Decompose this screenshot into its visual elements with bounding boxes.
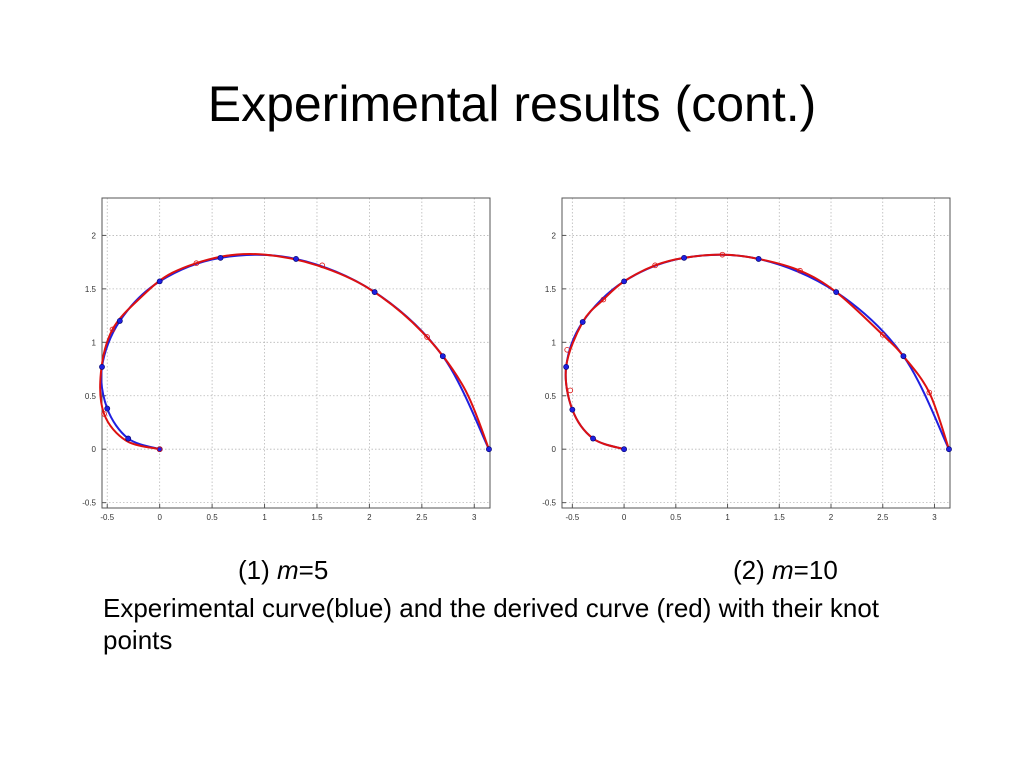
derived-knot [879, 332, 886, 338]
experimental-knot [579, 319, 586, 325]
y-tick-label: 0 [552, 445, 557, 454]
experimental-knot [116, 318, 123, 324]
y-tick-label: 2 [552, 231, 557, 240]
slide-title: Experimental results (cont.) [207, 76, 817, 132]
experimental-knot [371, 289, 378, 295]
derived-knot [652, 262, 658, 269]
experimental-knot [681, 254, 687, 261]
caption-prefix: (2) [733, 555, 772, 585]
axes-box [101, 197, 491, 509]
y-tick-label: 1.5 [545, 285, 557, 294]
derived-knot [424, 334, 430, 340]
experimental-knot [439, 353, 446, 360]
x-tick-label: 2 [367, 513, 372, 522]
caption-prefix: (1) [238, 555, 277, 585]
experimental-knot [590, 435, 596, 442]
y-tick-label: 1 [552, 338, 557, 347]
x-tick-label: 1.5 [774, 513, 786, 522]
x-tick-label: -0.5 [100, 513, 114, 522]
plot-svg: -0.5 0 0.5 1 1.5 2 2.5 3 -0.5 0 0.5 1 1.5 2 [82, 197, 492, 522]
derived-knot [600, 296, 607, 303]
experimental-knot [900, 353, 907, 360]
caption-variable: m [277, 555, 299, 585]
derived-knot [319, 262, 326, 269]
derived-knot [797, 267, 803, 274]
derived-knot [719, 251, 726, 258]
experimental-knot [156, 278, 163, 285]
x-tick-label: 1 [725, 513, 730, 522]
x-tick-label: 2.5 [877, 513, 889, 522]
derived-knot [926, 389, 933, 396]
y-tick-label: 0 [92, 445, 97, 454]
x-tick-label: 3 [472, 513, 477, 522]
axes-box [561, 197, 951, 509]
x-tick-label: 3 [932, 513, 937, 522]
derived-knot [193, 260, 200, 267]
caption-variable: m [772, 555, 794, 585]
experimental-knot [293, 256, 299, 262]
y-tick-label: -0.5 [82, 499, 96, 508]
x-tick-label: -0.5 [565, 513, 579, 522]
experimental-knot [755, 256, 762, 262]
plot-area [562, 198, 950, 508]
x-tick-label: 0 [157, 513, 162, 522]
y-tick-label: 1 [92, 338, 97, 347]
caption-m10: (2) m=10 [733, 553, 838, 587]
y-tick-label: -0.5 [542, 499, 556, 508]
plot-m5: -0.5 0 0.5 1 1.5 2 2.5 3 -0.5 0 0.5 1 1.5 2 [72, 190, 492, 530]
x-tick-label: 0.5 [670, 513, 682, 522]
derived-knot [156, 446, 163, 453]
caption-value: =10 [793, 555, 838, 585]
y-tick-label: 2 [92, 231, 97, 240]
derived-knot [101, 411, 107, 417]
figure-description: Experimental curve(blue) and the derived… [103, 593, 880, 655]
experimental-knot [217, 254, 224, 261]
derived-curve [99, 252, 490, 451]
experimental-knot [104, 405, 111, 412]
experimental-knot [563, 363, 570, 370]
experimental-knot [486, 446, 492, 453]
x-tick-label: 0.5 [207, 513, 219, 522]
derived-knot [564, 346, 570, 353]
experimental-knot [569, 406, 576, 413]
derived-knot [567, 387, 574, 394]
x-tick-label: 2.5 [416, 513, 428, 522]
experimental-knot [99, 363, 105, 370]
experimental-knot [621, 446, 627, 453]
caption-value: =5 [298, 555, 329, 585]
x-tick-label: 0 [622, 513, 627, 522]
x-tick-label: 1.5 [311, 513, 323, 522]
y-tick-label: 0.5 [545, 392, 557, 401]
derived-knot [109, 326, 116, 333]
x-tick-label: 2 [829, 513, 834, 522]
experimental-knot [833, 289, 840, 295]
plot-area [102, 198, 490, 508]
x-tick-label: 1 [262, 513, 267, 522]
plot-m10: -0.5 0 0.5 1 1.5 2 2.5 3 -0.5 0 0.5 1 1.5 2 [532, 190, 952, 530]
experimental-knot [946, 446, 952, 453]
caption-m5: (1) m=5 [238, 553, 328, 587]
y-tick-label: 1.5 [85, 285, 97, 294]
experimental-knot [125, 435, 132, 442]
y-tick-label: 0.5 [85, 392, 97, 401]
experimental-knot [621, 278, 627, 285]
plot-svg: -0.5 0 0.5 1 1.5 2 2.5 3 -0.5 0 0.5 1 1.5 2 [542, 197, 952, 522]
